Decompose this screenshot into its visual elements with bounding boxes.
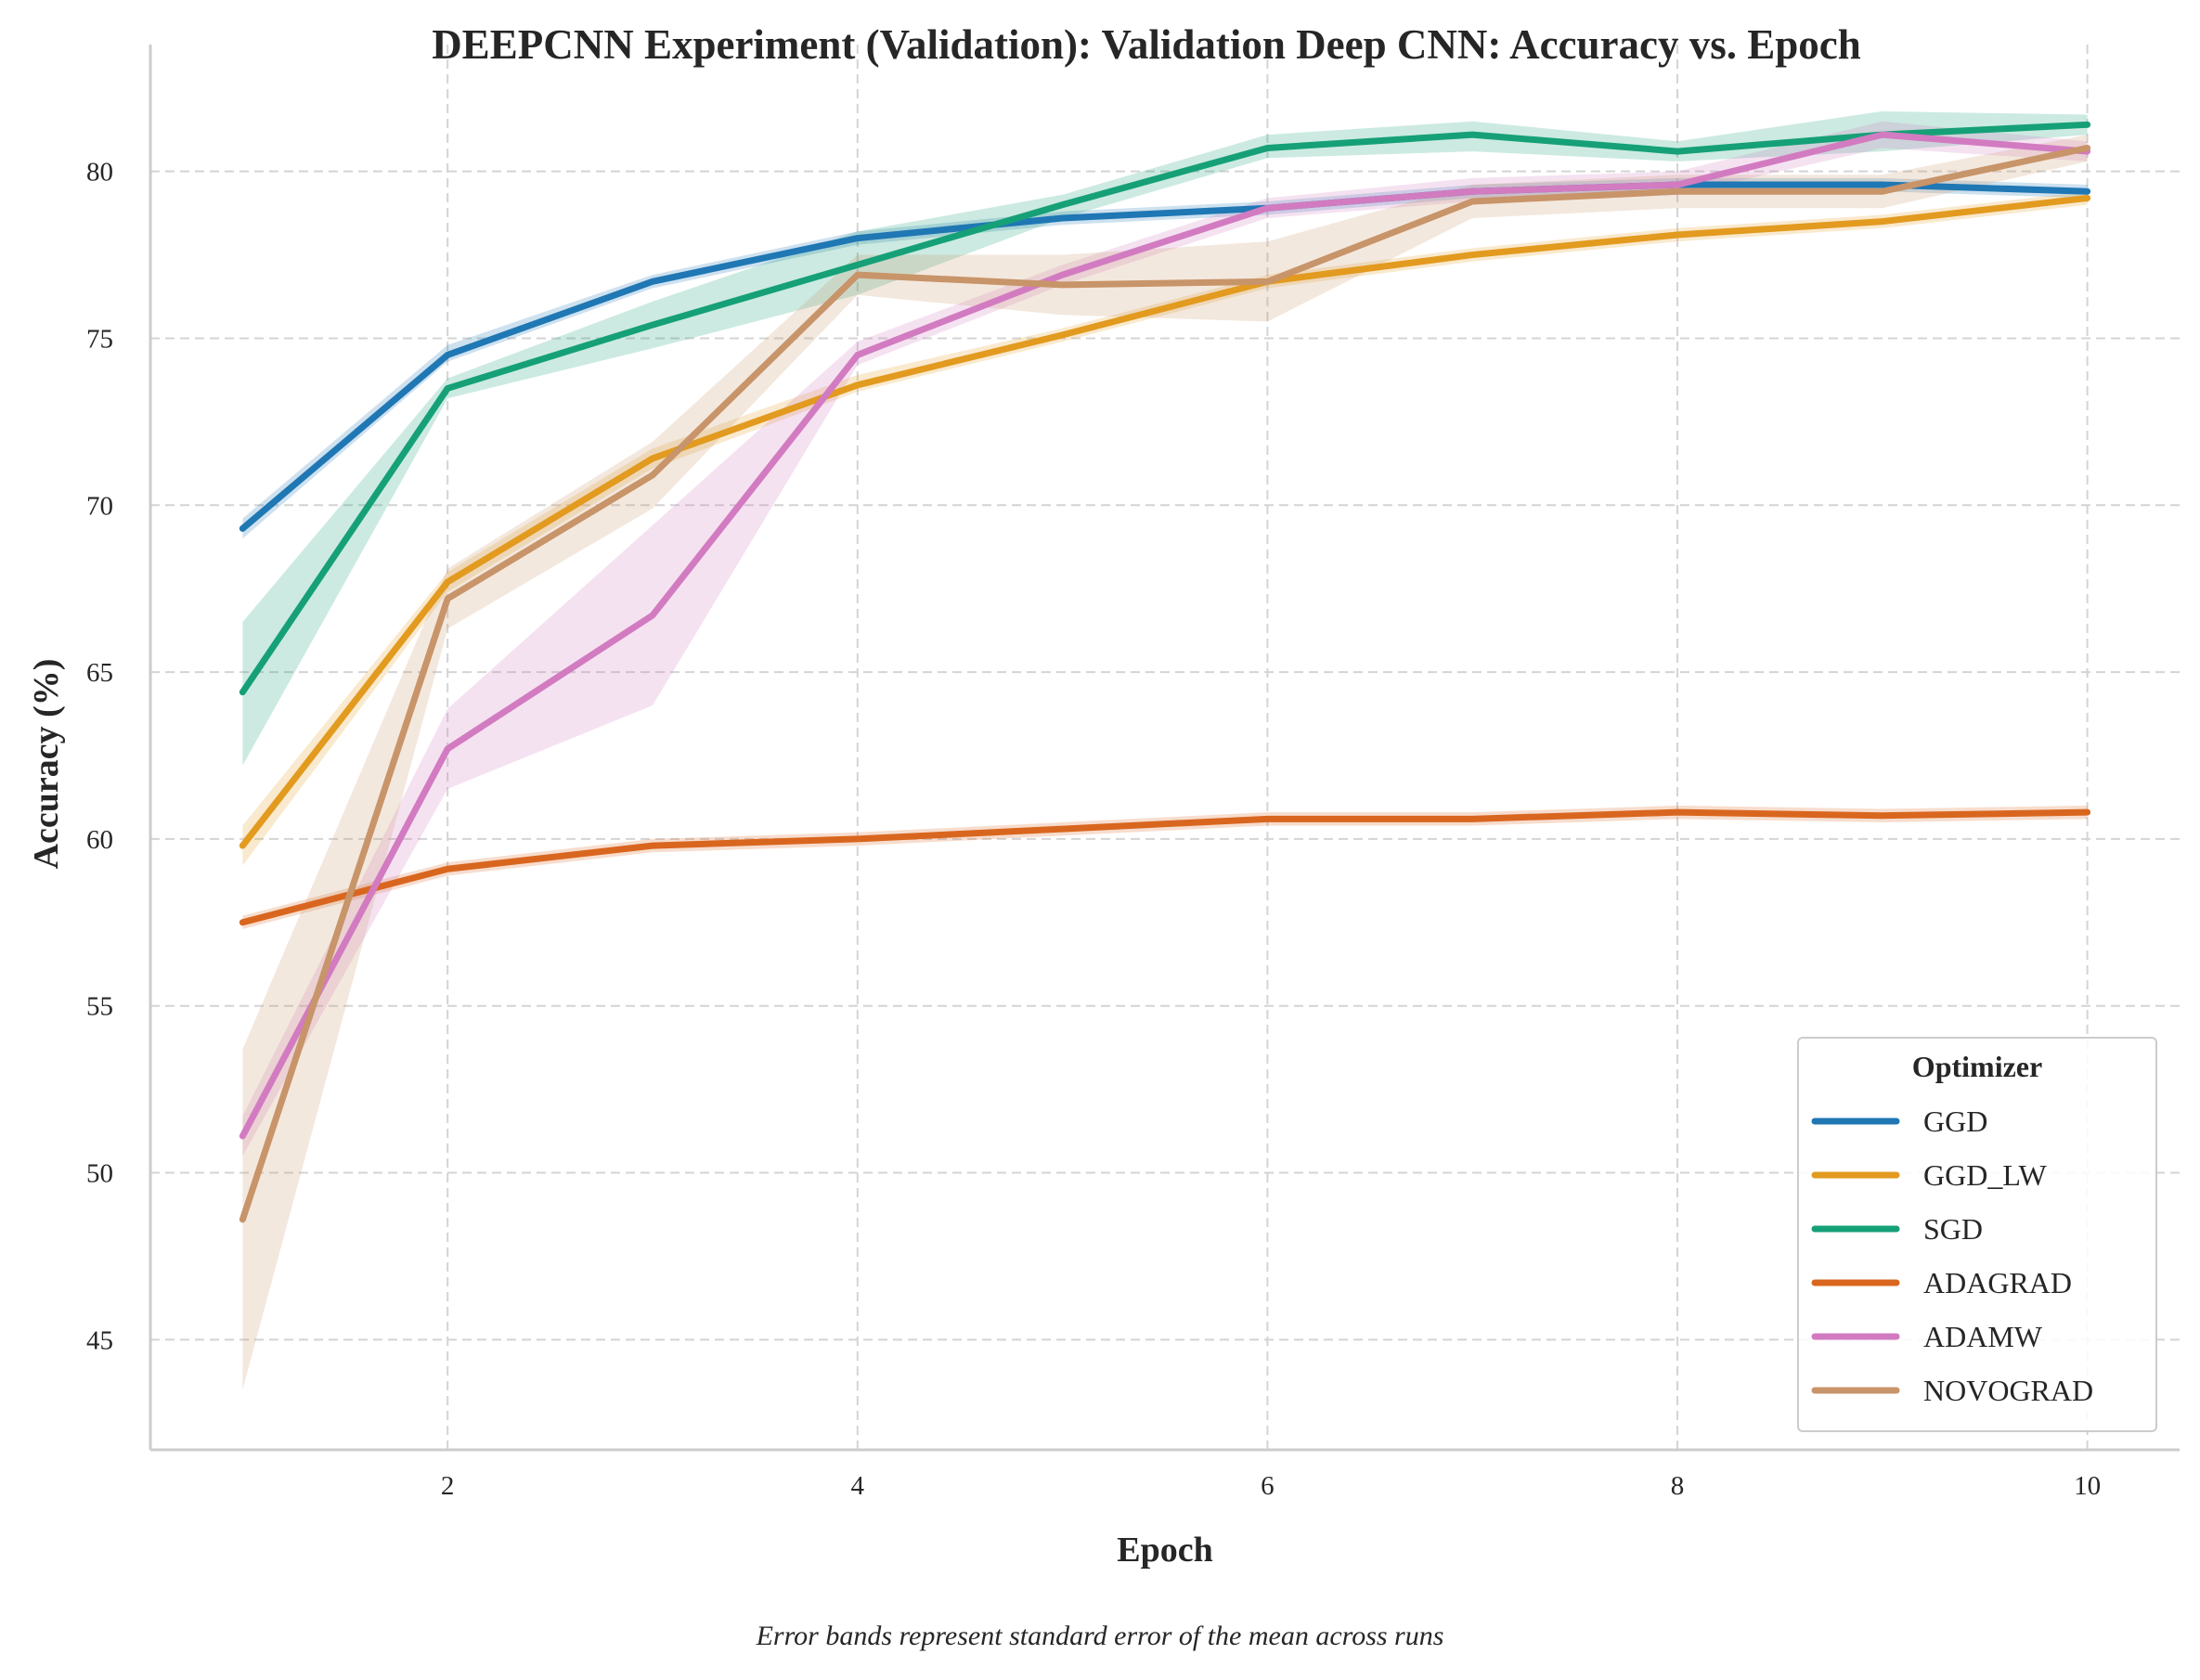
- series-lines: [239, 121, 2091, 1223]
- legend-label: NOVOGRAD: [1923, 1374, 2093, 1407]
- legend-label: GGD: [1923, 1105, 1987, 1138]
- x-tick-labels: 2 4 6 8 10: [441, 1471, 2101, 1501]
- y-tick-label: 55: [86, 992, 113, 1022]
- series-line-adamw: [239, 131, 2091, 1140]
- y-tick-label: 75: [86, 324, 113, 354]
- y-tick-labels: 45 50 55 60 65 70 75 80: [86, 158, 113, 1356]
- chart-title: DEEPCNN Experiment (Validation): Validat…: [432, 21, 1861, 68]
- x-tick-label: 4: [851, 1471, 865, 1501]
- series-line-ggd: [239, 181, 2091, 532]
- y-tick-label: 45: [86, 1325, 113, 1355]
- legend-label: SGD: [1923, 1212, 1983, 1246]
- error-band-novograd: [242, 135, 2088, 1390]
- legend-items: GGD GGD_LW SGD ADAGRAD ADAMW NOVOGRAD: [1811, 1105, 2093, 1407]
- chart-caption: Error bands represent standard error of …: [756, 1621, 1444, 1651]
- legend: Optimizer GGD GGD_LW SGD ADAGRAD ADAMW NOVOGR…: [1797, 1037, 2157, 1432]
- x-tick-label: 2: [441, 1471, 455, 1501]
- y-tick-label: 65: [86, 658, 113, 688]
- series-line-novograd: [239, 144, 2091, 1223]
- y-tick-label: 80: [86, 158, 113, 187]
- x-tick-label: 8: [1671, 1471, 1685, 1501]
- x-tick-label: 6: [1261, 1471, 1275, 1501]
- series-line-adagrad: [239, 808, 2091, 926]
- legend-label: ADAGRAD: [1923, 1266, 2072, 1299]
- legend-frame: [1797, 1037, 2157, 1432]
- grid-lines: [150, 45, 2180, 1450]
- y-axis-label: Accuracy (%): [27, 659, 66, 870]
- x-axis-label: Epoch: [1117, 1531, 1212, 1570]
- axes: [149, 45, 2180, 1452]
- legend-title: Optimizer: [1912, 1050, 2042, 1083]
- series-line-ggd-lw: [239, 194, 2091, 849]
- y-tick-label: 50: [86, 1159, 113, 1189]
- legend-label: ADAMW: [1923, 1320, 2043, 1353]
- y-tick-label: 60: [86, 825, 113, 855]
- series-line-sgd: [239, 121, 2091, 696]
- legend-label: GGD_LW: [1923, 1158, 2048, 1192]
- x-tick-label: 10: [2074, 1471, 2101, 1501]
- y-tick-label: 70: [86, 491, 113, 521]
